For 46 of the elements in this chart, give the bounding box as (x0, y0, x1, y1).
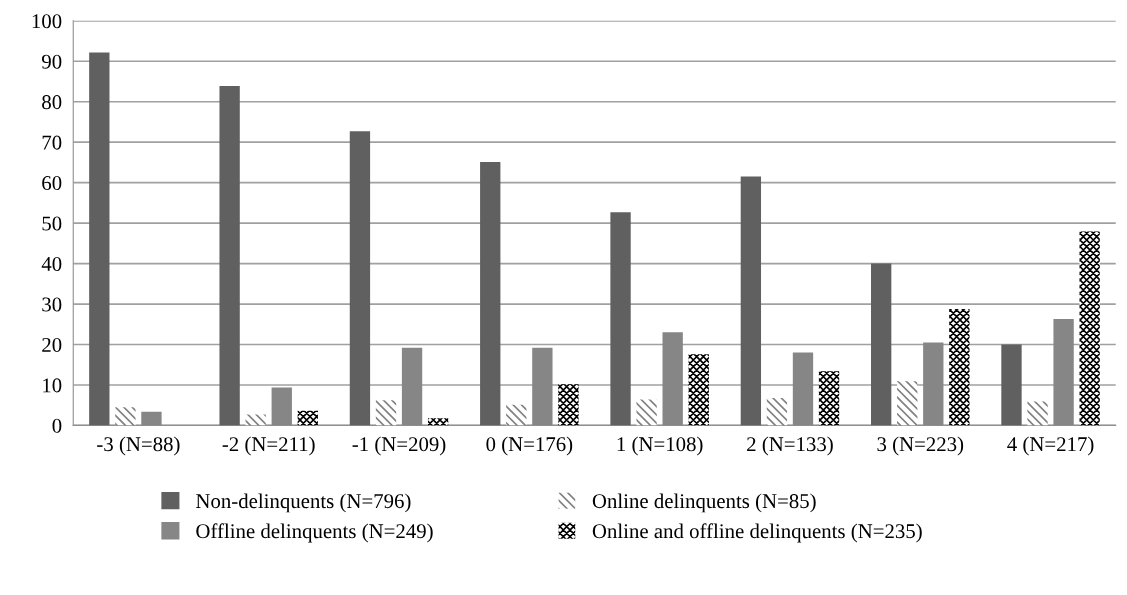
bar (766, 397, 788, 426)
bar (427, 418, 449, 426)
bar (949, 308, 970, 426)
x-tick-label: 4 (N=217) (1007, 436, 1094, 456)
bar (480, 162, 501, 426)
bar (740, 176, 762, 426)
x-tick-label: -3 (N=88) (97, 436, 180, 456)
y-tick-label: 50 (42, 216, 62, 231)
y-tick-label: 60 (42, 176, 62, 191)
bar (219, 85, 240, 426)
y-tick-label: 20 (42, 337, 62, 352)
legend-label: Non-delinquents (N=796) (196, 493, 411, 513)
y-tick-label: 10 (43, 378, 62, 393)
y-tick-label: 70 (42, 135, 62, 150)
y-tick-label: 80 (42, 95, 62, 110)
bar (506, 404, 527, 426)
x-tick-label: -2 (N=211) (222, 436, 315, 456)
y-tick-label: 30 (42, 297, 62, 312)
legend-label: Online and offline delinquents (N=235) (592, 523, 922, 543)
bar (610, 212, 631, 426)
bar (245, 414, 266, 426)
bar (558, 384, 579, 426)
legend-label: Offline delinquents (N=249) (196, 523, 433, 543)
bar (688, 354, 709, 426)
bar (1027, 401, 1048, 426)
x-tick-label: 1 (N=108) (617, 436, 703, 456)
bar (1001, 344, 1022, 426)
bar (871, 263, 892, 426)
bar (349, 131, 371, 426)
y-tick-label: 40 (41, 256, 62, 272)
x-tick-label: -1 (N=209) (352, 436, 446, 456)
y-tick-label: 100 (32, 14, 62, 29)
bar (897, 381, 918, 426)
bar (115, 407, 136, 426)
bar (89, 52, 110, 426)
y-tick-label: 90 (41, 54, 62, 69)
x-tick-label: 3 (N=223) (877, 436, 964, 456)
y-tick-label: 0 (52, 418, 62, 433)
bar (818, 371, 840, 426)
bar (1079, 231, 1100, 426)
bar (636, 399, 657, 426)
x-tick-label: 0 (N=176) (486, 436, 573, 456)
x-tick-label: 2 (N=133) (747, 436, 833, 456)
bar (297, 410, 318, 426)
legend-label: Online delinquents (N=85) (592, 493, 816, 513)
bar (375, 400, 397, 426)
